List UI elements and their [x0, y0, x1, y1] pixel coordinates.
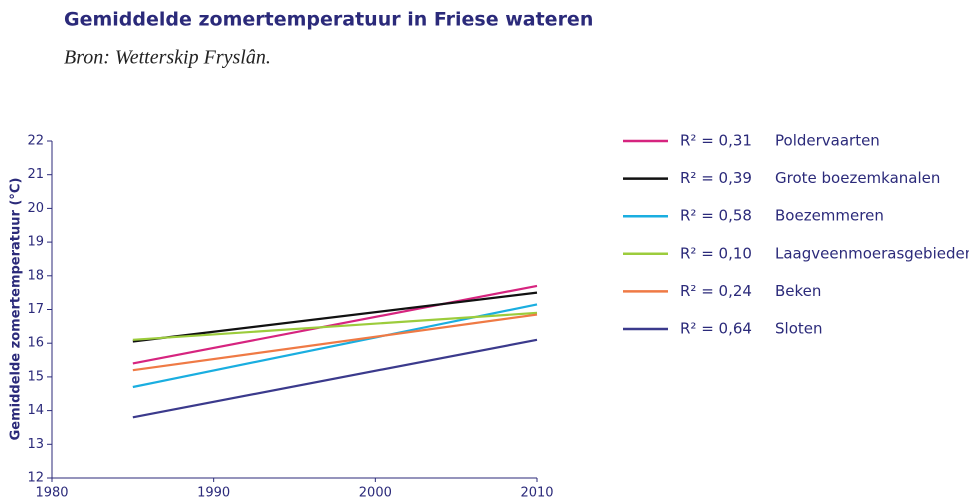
- x-tick-label: 2010: [520, 486, 553, 501]
- y-tick-label: 22: [27, 134, 44, 149]
- legend-r2: R² = 0,10: [680, 244, 752, 262]
- y-tick-label: 16: [27, 336, 44, 351]
- legend-label: Grote boezemkanalen: [775, 169, 940, 187]
- y-tick-label: 21: [27, 167, 44, 182]
- legend-label: Poldervaarten: [775, 132, 880, 150]
- y-axis-label: Gemiddelde zomertemperatuur (°C): [9, 178, 24, 441]
- x-tick-label: 1990: [197, 486, 230, 501]
- legend-label: Sloten: [775, 320, 822, 338]
- y-tick-label: 18: [27, 268, 44, 283]
- legend-label: Beken: [775, 282, 821, 300]
- series-line: [132, 338, 538, 419]
- series-line: [132, 284, 538, 365]
- chart-title: Gemiddelde zomertemperatuur in Friese wa…: [64, 9, 593, 31]
- y-tick-label: 20: [27, 201, 44, 216]
- legend-r2: R² = 0,64: [680, 320, 752, 338]
- y-tick-label: 15: [27, 369, 44, 384]
- x-tick-label: 1980: [35, 486, 68, 501]
- series-line: [132, 291, 538, 343]
- y-tick-label: 19: [27, 235, 44, 250]
- x-tick-label: 2000: [359, 486, 392, 501]
- chart-subtitle: Bron: Wetterskip Fryslân.: [64, 47, 271, 69]
- legend-r2: R² = 0,39: [680, 169, 752, 187]
- y-tick-label: 13: [27, 437, 44, 452]
- legend-label: Laagveenmoerasgebieden: [775, 244, 969, 262]
- series-line: [132, 311, 538, 341]
- legend-r2: R² = 0,58: [680, 207, 752, 225]
- legend-r2: R² = 0,24: [680, 282, 752, 300]
- legend-r2: R² = 0,31: [680, 132, 752, 150]
- series-line: [132, 313, 538, 372]
- legend-label: Boezemmeren: [775, 207, 884, 225]
- y-tick-label: 12: [27, 471, 44, 486]
- y-tick-label: 17: [27, 302, 44, 317]
- y-tick-label: 14: [27, 403, 44, 418]
